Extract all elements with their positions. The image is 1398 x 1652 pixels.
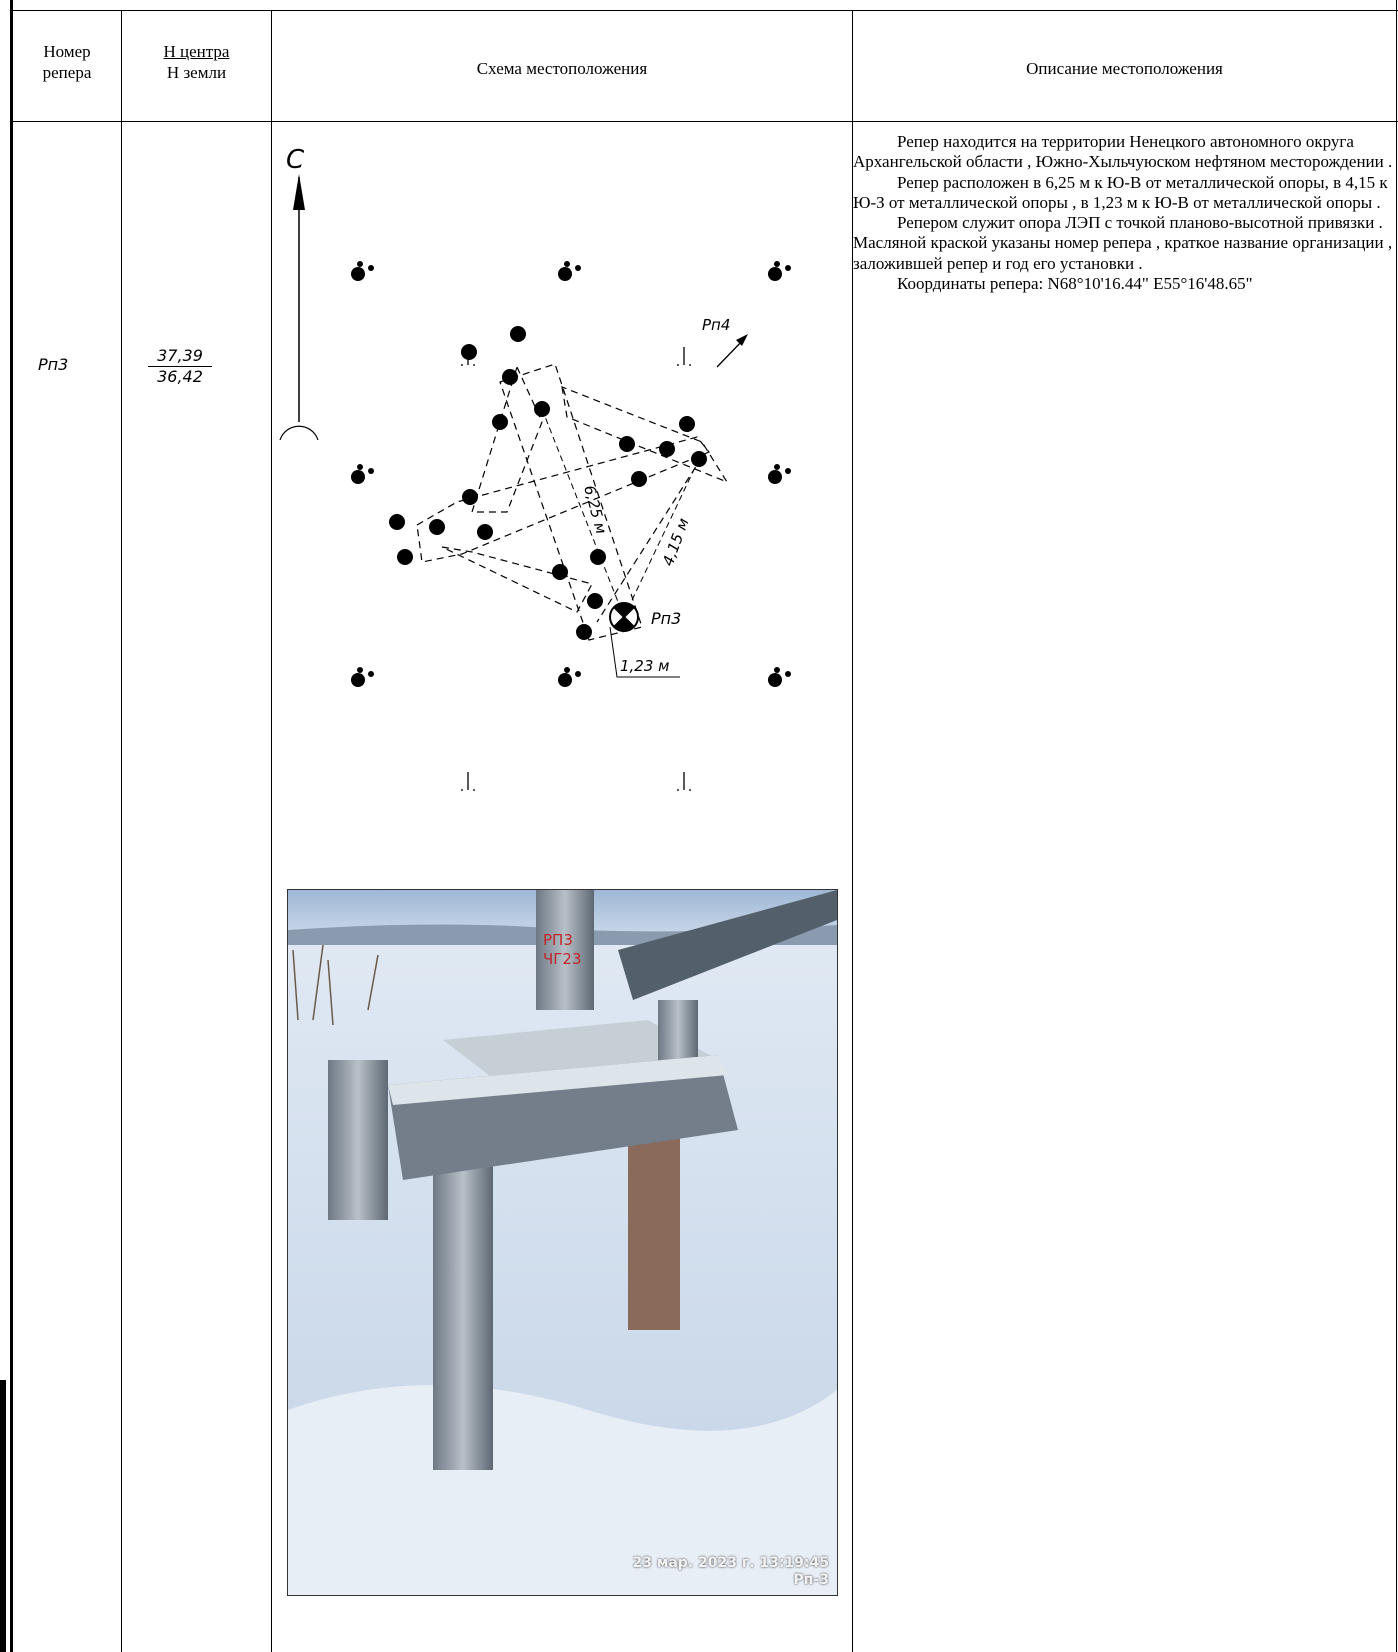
benchmark-photo: РП3 ЧГ23 23 мар. 2023 г. 13:19:45 Рп-3	[287, 889, 838, 1596]
right-frame-line	[1396, 0, 1397, 1652]
tower-symbols	[351, 261, 791, 687]
photo-marking-line2: ЧГ23	[543, 950, 582, 968]
top-border	[10, 10, 1398, 11]
col-divider-3	[852, 10, 853, 1652]
header-h-center: Н центра	[163, 42, 230, 61]
dim-label-415: 4,15 м	[659, 516, 693, 569]
header-benchmark-number: Номер репера	[13, 41, 121, 83]
photo-caption: Рп-3	[793, 1572, 830, 1588]
benchmark-id: Рп3	[38, 355, 69, 374]
col-divider-2	[271, 10, 272, 1652]
header-bottom-border	[10, 121, 1398, 122]
dim-line-123	[609, 626, 680, 678]
photo-tower-leg	[536, 890, 594, 1010]
dim-label-123: 1,23 м	[620, 657, 669, 675]
photo-marking-line1: РП3	[543, 931, 573, 949]
next-benchmark-arrowhead	[736, 334, 748, 346]
location-description: Репер находится на территории Ненецкого …	[853, 132, 1398, 294]
photo-timestamp: 23 мар. 2023 г. 13:19:45	[632, 1555, 829, 1571]
photo-pile-1	[328, 1060, 388, 1220]
description-paragraph-2: Репер расположен в 6,25 м к Ю-В от метал…	[853, 172, 1388, 212]
header-location-scheme: Схема местоположения	[476, 59, 648, 78]
photo-crossbeam-top	[388, 1055, 728, 1105]
header-benchmark-number-line2: репера	[42, 63, 92, 82]
tick-markers	[461, 347, 691, 791]
dim-line-625	[541, 408, 625, 618]
description-paragraph-3: Репером служит опора ЛЭП с точкой планов…	[853, 213, 1393, 273]
header-location-description: Описание местоположения	[1026, 59, 1223, 78]
anchor-points	[389, 326, 707, 640]
north-label: С	[286, 145, 305, 175]
photo-pile-2	[433, 1140, 493, 1470]
dim-line-415	[623, 458, 700, 618]
description-paragraph-1: Репер находится на территории Ненецкого …	[853, 132, 1393, 172]
header-heights: Н центра Н земли	[122, 41, 271, 83]
photo-scene: РП3 ЧГ23	[288, 890, 837, 1595]
photo-shrubs	[292, 944, 379, 1026]
dim-label-625: 6,25 м	[580, 483, 610, 535]
location-scheme: С	[279, 145, 791, 791]
col-divider-1	[121, 10, 122, 1652]
left-frame-line	[10, 0, 13, 1652]
h-ground-value: 36,42	[157, 367, 203, 386]
photo-stamp: 23 мар. 2023 г. 13:19:45 Рп-3	[633, 1555, 829, 1589]
photo-tower-brace	[618, 890, 837, 1000]
benchmark-label: Рп3	[651, 609, 681, 628]
header-benchmark-number-line1: Номер	[43, 42, 91, 61]
north-arrow-base	[279, 425, 319, 441]
photo-snow-drift	[288, 1385, 837, 1595]
height-values: 37,39 36,42	[148, 346, 212, 387]
tower-outline-dashed	[416, 363, 729, 641]
h-center-value: 37,39	[148, 346, 212, 367]
description-paragraph-4: Координаты репера: N68°10'16.44" E55°16'…	[897, 274, 1253, 294]
header-h-ground: Н земли	[166, 63, 227, 82]
north-arrow-head	[293, 174, 305, 210]
left-edge-mark	[0, 1380, 6, 1652]
next-benchmark-label: Рп4	[702, 316, 730, 334]
